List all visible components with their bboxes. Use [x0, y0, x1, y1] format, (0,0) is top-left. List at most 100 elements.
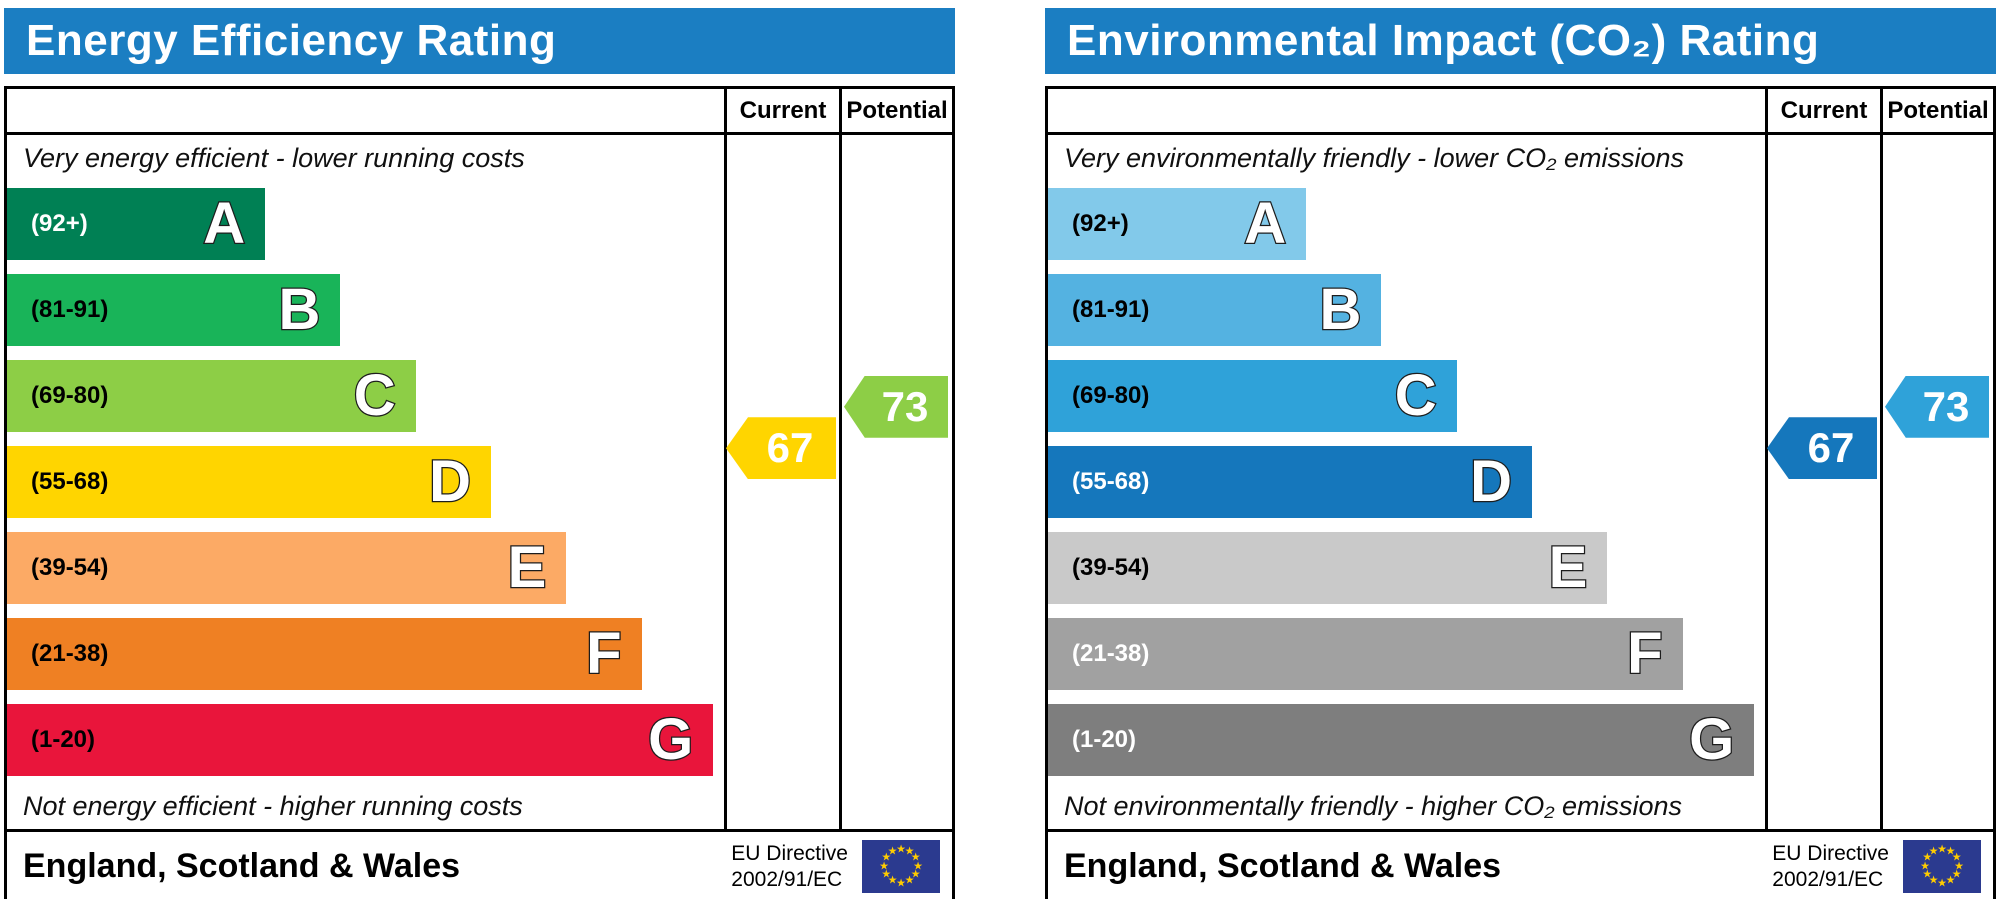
bottom-note: Not environmentally friendly - higher CO… — [1064, 790, 1683, 821]
band-row-d: (55-68) D — [1048, 439, 1765, 525]
rating-bands: (92+) A (81-91) B (69-80) C (55-68) D (39-54) E (2… — [7, 181, 724, 783]
potential-column: 73 — [839, 135, 952, 829]
band-range-label: (69-80) — [1072, 382, 1150, 409]
rating-table: Current Potential Very environmentally f… — [1045, 86, 1996, 899]
band-range-label: (1-20) — [1072, 726, 1137, 753]
header-spacer-cell — [1048, 89, 1765, 132]
eu-flag-star: ★ — [1922, 868, 1933, 881]
band-row-a: (92+) A — [7, 181, 724, 267]
band-letter: C — [1394, 363, 1438, 428]
eu-flag-star: ★ — [1928, 874, 1939, 887]
rating-band-e: (39-54) E — [1048, 532, 1608, 604]
current-rating-arrow: 67 — [1767, 417, 1877, 480]
band-row-f: (21-38) F — [7, 611, 724, 697]
band-row-f: (21-38) F — [1048, 611, 1765, 697]
band-range-label: (92+) — [31, 210, 88, 237]
rating-band-f: (21-38) F — [1048, 618, 1683, 690]
footer-region-label: England, Scotland & Wales — [23, 847, 461, 885]
eu-flag-star: ★ — [910, 868, 921, 881]
top-note: Very energy efficient - lower running co… — [23, 142, 525, 173]
eu-flag-star: ★ — [913, 860, 923, 872]
band-range-label: (39-54) — [31, 554, 109, 581]
rating-band-b: (81-91) B — [7, 274, 341, 346]
potential-column-header: Potential — [1880, 89, 1993, 132]
rating-band-d: (55-68) D — [1048, 446, 1532, 518]
rating-band-c: (69-80) C — [1048, 360, 1457, 432]
band-row-b: (81-91) B — [1048, 267, 1765, 353]
potential-column: 73 — [1880, 135, 1993, 829]
eu-directive-line1: EU Directive — [731, 842, 848, 866]
table-header-row: Current Potential — [1048, 89, 1993, 135]
band-row-d: (55-68) D — [7, 439, 724, 525]
eu-flag-star: ★ — [1945, 845, 1956, 858]
band-row-b: (81-91) B — [7, 267, 724, 353]
rating-table: Current Potential Very energy efficient … — [4, 86, 955, 899]
eu-flag-star: ★ — [896, 877, 906, 889]
band-row-e: (39-54) E — [7, 525, 724, 611]
footer-region-label: England, Scotland & Wales — [1064, 847, 1502, 885]
energy-efficiency-rating-chart: Energy Efficiency Rating Current Potenti… — [4, 8, 955, 899]
band-range-label: (39-54) — [1072, 554, 1150, 581]
table-body: Very energy efficient - lower running co… — [7, 135, 952, 829]
rating-band-g: (1-20) G — [1048, 704, 1755, 776]
chart-title: Environmental Impact (CO₂) Rating — [1067, 16, 1820, 65]
band-row-g: (1-20) G — [7, 697, 724, 783]
eu-flag-star: ★ — [1945, 874, 1956, 887]
eu-flag-star: ★ — [896, 843, 906, 855]
current-rating-value: 67 — [766, 424, 814, 472]
header-spacer-cell — [7, 89, 724, 132]
band-letter: G — [647, 707, 695, 772]
band-range-label: (92+) — [1072, 210, 1129, 237]
eu-flag-star: ★ — [1937, 843, 1947, 855]
eu-flag-star: ★ — [881, 851, 892, 864]
current-rating-value: 67 — [1807, 424, 1855, 472]
current-column-header: Current — [724, 89, 839, 132]
band-row-a: (92+) A — [1048, 181, 1765, 267]
potential-rating-arrow: 73 — [844, 375, 948, 438]
chart-title: Energy Efficiency Rating — [26, 16, 557, 65]
rating-band-c: (69-80) C — [7, 360, 416, 432]
current-rating-arrow: 67 — [726, 417, 836, 480]
bands-column: Very energy efficient - lower running co… — [7, 135, 724, 829]
current-column-header: Current — [1765, 89, 1880, 132]
band-row-c: (69-80) C — [1048, 353, 1765, 439]
current-column: 67 — [724, 135, 839, 829]
bands-column: Very environmentally friendly - lower CO… — [1048, 135, 1765, 829]
band-row-c: (69-80) C — [7, 353, 724, 439]
eu-flag-icon: ★ ★ ★ ★ ★ ★ ★ ★ ★ ★ ★ ★ — [862, 840, 940, 893]
eu-flag-star: ★ — [1937, 877, 1947, 889]
band-range-label: (55-68) — [1072, 468, 1150, 495]
eu-flag-star: ★ — [887, 874, 898, 887]
band-row-g: (1-20) G — [1048, 697, 1765, 783]
potential-rating-value: 73 — [1922, 382, 1970, 430]
current-column: 67 — [1765, 135, 1880, 829]
rating-band-a: (92+) A — [7, 188, 266, 260]
eu-flag-star: ★ — [1922, 851, 1933, 864]
band-row-e: (39-54) E — [1048, 525, 1765, 611]
eu-flag-star: ★ — [881, 868, 892, 881]
band-range-label: (69-80) — [31, 382, 109, 409]
band-range-label: (21-38) — [1072, 640, 1150, 667]
band-letter: D — [428, 449, 472, 514]
eu-flag-star: ★ — [1954, 860, 1964, 872]
eu-directive-line1: EU Directive — [1772, 842, 1889, 866]
potential-rating-value: 73 — [881, 382, 929, 430]
band-letter: D — [1469, 449, 1513, 514]
eu-flag-icon: ★ ★ ★ ★ ★ ★ ★ ★ ★ ★ ★ ★ — [1903, 840, 1981, 893]
eu-flag-star: ★ — [904, 874, 915, 887]
band-letter: B — [277, 277, 321, 342]
band-letter: A — [202, 191, 246, 256]
band-range-label: (81-91) — [1072, 296, 1150, 323]
eu-directive-label: EU Directive 2002/91/EC — [731, 841, 848, 891]
band-letter: E — [1547, 535, 1588, 600]
table-body: Very environmentally friendly - lower CO… — [1048, 135, 1993, 829]
band-letter: F — [585, 621, 623, 686]
band-range-label: (81-91) — [31, 296, 109, 323]
eu-directive-label: EU Directive 2002/91/EC — [1772, 841, 1889, 891]
band-range-label: (1-20) — [31, 726, 96, 753]
environmental-impact-rating-chart: Environmental Impact (CO₂) Rating Curren… — [1045, 8, 1996, 899]
top-note: Very environmentally friendly - lower CO… — [1064, 142, 1684, 173]
rating-band-a: (92+) A — [1048, 188, 1307, 260]
eu-flag-star: ★ — [904, 845, 915, 858]
